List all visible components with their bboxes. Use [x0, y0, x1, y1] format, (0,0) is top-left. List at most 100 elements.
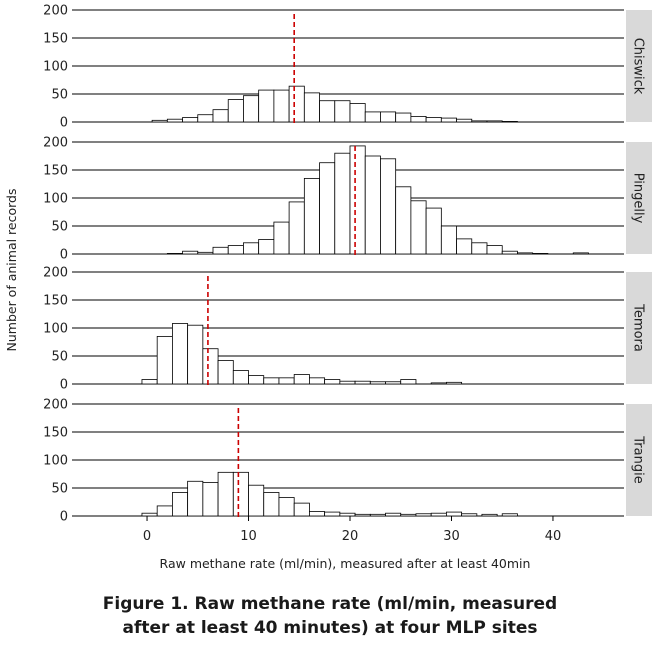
chart-panels: 0 50 100 150 200 Chiswick 0 50 100 150 200 Pingelly…: [43, 4, 652, 525]
histogram-bar: [151, 119, 168, 123]
y-tick-label: 100: [43, 60, 68, 75]
histogram-bar: [187, 480, 204, 517]
histogram-bar: [339, 380, 356, 385]
panel-strip-label: Trangie: [631, 435, 646, 483]
y-tick-label: 150: [43, 32, 68, 47]
histogram-bar: [501, 513, 518, 517]
faceted-histogram-chart: 050100150200Chiswick050100150200Pingelly…: [4, 4, 652, 571]
y-tick-label: 50: [51, 88, 68, 103]
y-tick-label: 200: [43, 136, 68, 151]
histogram-bar: [385, 381, 402, 385]
x-tick-label: 20: [342, 529, 359, 544]
histogram-bar: [380, 158, 397, 255]
histogram-bar: [293, 502, 310, 517]
histogram-bar: [258, 239, 275, 255]
histogram-bar: [354, 380, 371, 385]
x-tick-label: 40: [545, 529, 562, 544]
histogram-bar: [197, 251, 214, 255]
histogram-bar: [182, 250, 199, 255]
histogram-bar: [385, 512, 402, 517]
histogram-bar: [486, 120, 503, 123]
histogram-bar: [440, 225, 457, 255]
histogram-bar: [349, 145, 366, 255]
histogram-bar: [415, 513, 432, 517]
panel-strip: [626, 404, 652, 516]
histogram-bar: [141, 512, 158, 517]
histogram-bar: [400, 513, 417, 517]
y-tick-label: 100: [43, 454, 68, 469]
y-tick-label: 100: [43, 322, 68, 337]
histogram-bar: [364, 111, 381, 123]
y-tick-label: 0: [60, 378, 68, 393]
y-tick-label: 0: [60, 248, 68, 263]
panel-chiswick: 0 50 100 150 200 Chiswick: [43, 4, 652, 131]
histogram-bar: [141, 379, 158, 385]
histogram-bar: [273, 221, 290, 255]
histogram-bar: [471, 120, 488, 123]
y-tick-label: 150: [43, 426, 68, 441]
histogram-bar: [354, 513, 371, 517]
histogram-bar: [263, 492, 280, 517]
histogram-bar: [303, 177, 320, 255]
x-tick-label: 30: [443, 529, 460, 544]
histogram-bar: [486, 245, 503, 255]
panel-strip: [626, 10, 652, 122]
histogram-bar: [156, 505, 173, 517]
histogram-bar: [319, 162, 336, 255]
y-tick-label: 150: [43, 294, 68, 309]
histogram-bar: [400, 379, 417, 385]
y-tick-label: 0: [60, 116, 68, 131]
histogram-bar: [217, 471, 234, 517]
panel-strip: [626, 142, 652, 254]
histogram-bar: [324, 511, 341, 517]
histogram-bar: [364, 155, 381, 255]
histogram-bar: [172, 323, 189, 385]
histogram-bar: [501, 121, 518, 123]
histogram-bar: [440, 117, 457, 123]
panel-temora: 0 50 100 150 200 Temora: [43, 266, 652, 393]
histogram-bar: [187, 324, 204, 385]
histogram-bar: [202, 481, 219, 517]
histogram-bar: [227, 99, 244, 123]
panel-trangie: 0 50 100 150 200 Trangie: [43, 398, 652, 525]
histogram-bar: [380, 111, 397, 123]
histogram-bar: [172, 492, 189, 517]
caption-line-1: Figure 1. Raw methane rate (ml/min, meas…: [102, 594, 558, 614]
histogram-bar: [430, 382, 447, 385]
histogram-bar: [156, 335, 173, 385]
histogram-bar: [517, 252, 534, 255]
histogram-bar: [532, 253, 549, 255]
histogram-bar: [369, 381, 386, 385]
histogram-bar: [324, 379, 341, 385]
histogram-bar: [319, 100, 336, 123]
histogram-bar: [410, 200, 427, 255]
histogram-bar: [182, 117, 199, 123]
histogram-bar: [334, 100, 351, 123]
histogram-bar: [456, 238, 473, 255]
histogram-bar: [309, 377, 326, 385]
histogram-bar: [471, 242, 488, 255]
histogram-bar: [232, 370, 249, 385]
histogram-bar: [501, 250, 518, 255]
y-axis-label: Number of animal records: [4, 189, 19, 352]
histogram-bar: [288, 85, 305, 123]
histogram-bar: [461, 513, 478, 517]
histogram-bar: [303, 92, 320, 123]
panel-pingelly: 0 50 100 150 200 Pingelly: [43, 136, 652, 263]
panel-strip-label: Temora: [631, 303, 646, 352]
panel-strip-label: Pingelly: [631, 173, 646, 224]
histogram-bar: [217, 360, 234, 385]
histogram-bar: [263, 377, 280, 385]
y-tick-label: 150: [43, 164, 68, 179]
histogram-bar: [243, 95, 260, 123]
histogram-bar: [243, 242, 260, 255]
histogram-bar: [425, 207, 442, 255]
histogram-bar: [349, 103, 366, 123]
figure-caption: Figure 1. Raw methane rate (ml/min, meas…: [0, 592, 660, 640]
histogram-bar: [248, 484, 265, 517]
histogram-bar: [369, 513, 386, 517]
histogram-bar: [166, 253, 183, 255]
histogram-bar: [278, 377, 295, 385]
histogram-bar: [273, 89, 290, 123]
histogram-bar: [248, 375, 265, 385]
